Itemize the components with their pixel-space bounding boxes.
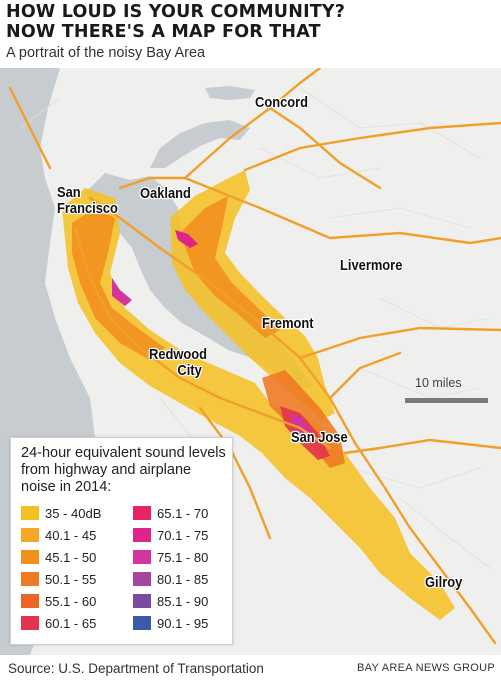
legend-item-label: 85.1 - 90 — [157, 594, 209, 609]
city-label-redwood-city-line-2: City — [177, 362, 202, 379]
city-label-san-francisco: San Francisco — [57, 185, 118, 217]
legend-swatch — [21, 528, 39, 542]
city-label-redwood-city: Redwood City — [149, 347, 207, 379]
highways — [8, 68, 501, 645]
scale-label: 10 miles — [415, 376, 462, 390]
legend-item-label: 90.1 - 95 — [157, 616, 209, 631]
city-label-san-francisco-line-2: Francisco — [57, 200, 118, 217]
city-label-gilroy: Gilroy — [425, 574, 463, 591]
legend-item: 55.1 - 60 — [21, 594, 96, 610]
legend-item-label: 45.1 - 50 — [45, 550, 97, 565]
legend-item-label: 80.1 - 85 — [157, 572, 209, 587]
legend-item: 50.1 - 55 — [21, 572, 96, 588]
city-label-livermore: Livermore — [340, 257, 403, 274]
headline-line-1: HOW LOUD IS YOUR COMMUNITY? — [6, 2, 346, 22]
legend-item-label: 75.1 - 80 — [157, 550, 209, 565]
legend-item: 65.1 - 70 — [133, 506, 208, 522]
subtitle: A portrait of the noisy Bay Area — [6, 45, 206, 61]
legend-item: 40.1 - 45 — [21, 528, 96, 544]
legend-item: 90.1 - 95 — [133, 616, 208, 632]
city-label-fremont: Fremont — [262, 315, 314, 332]
legend-swatch — [21, 616, 39, 630]
legend-item: 60.1 - 65 — [21, 616, 96, 632]
city-label-redwood-city-line-1: Redwood — [149, 346, 208, 363]
legend-swatch — [21, 550, 39, 564]
legend-item-label: 35 - 40dB — [45, 506, 102, 521]
legend-swatch — [133, 594, 151, 608]
city-label-concord: Concord — [255, 94, 309, 111]
legend-item-label: 50.1 - 55 — [45, 572, 97, 587]
scale-bar — [405, 398, 488, 403]
city-label-san-jose: San Jose — [291, 429, 348, 446]
legend-item-label: 40.1 - 45 — [45, 528, 97, 543]
legend-swatch — [133, 506, 151, 520]
legend-item: 45.1 - 50 — [21, 550, 96, 566]
legend-swatch — [21, 572, 39, 586]
legend-item: 85.1 - 90 — [133, 594, 208, 610]
legend-swatch — [133, 572, 151, 586]
legend-swatch — [21, 506, 39, 520]
legend: 24-hour equivalent sound levels from hig… — [10, 437, 233, 645]
credit: BAY AREA NEWS GROUP — [357, 662, 495, 674]
legend-item: 35 - 40dB — [21, 506, 101, 522]
legend-swatch — [133, 528, 151, 542]
legend-swatch — [21, 594, 39, 608]
legend-swatch — [133, 550, 151, 564]
city-label-san-francisco-line-1: San — [57, 184, 81, 201]
legend-item-label: 65.1 - 70 — [157, 506, 209, 521]
legend-item-label: 70.1 - 75 — [157, 528, 209, 543]
legend-item: 75.1 - 80 — [133, 550, 208, 566]
headline-line-2: NOW THERE'S A MAP FOR THAT — [6, 22, 321, 42]
headline: HOW LOUD IS YOUR COMMUNITY? NOW THERE'S … — [6, 2, 496, 42]
legend-item: 70.1 - 75 — [133, 528, 208, 544]
legend-item-label: 55.1 - 60 — [45, 594, 97, 609]
legend-item: 80.1 - 85 — [133, 572, 208, 588]
city-label-oakland: Oakland — [140, 185, 191, 202]
source-note: Source: U.S. Department of Transportatio… — [8, 661, 264, 676]
legend-title: 24-hour equivalent sound levels from hig… — [21, 445, 226, 495]
legend-swatch — [133, 616, 151, 630]
legend-item-label: 60.1 - 65 — [45, 616, 97, 631]
